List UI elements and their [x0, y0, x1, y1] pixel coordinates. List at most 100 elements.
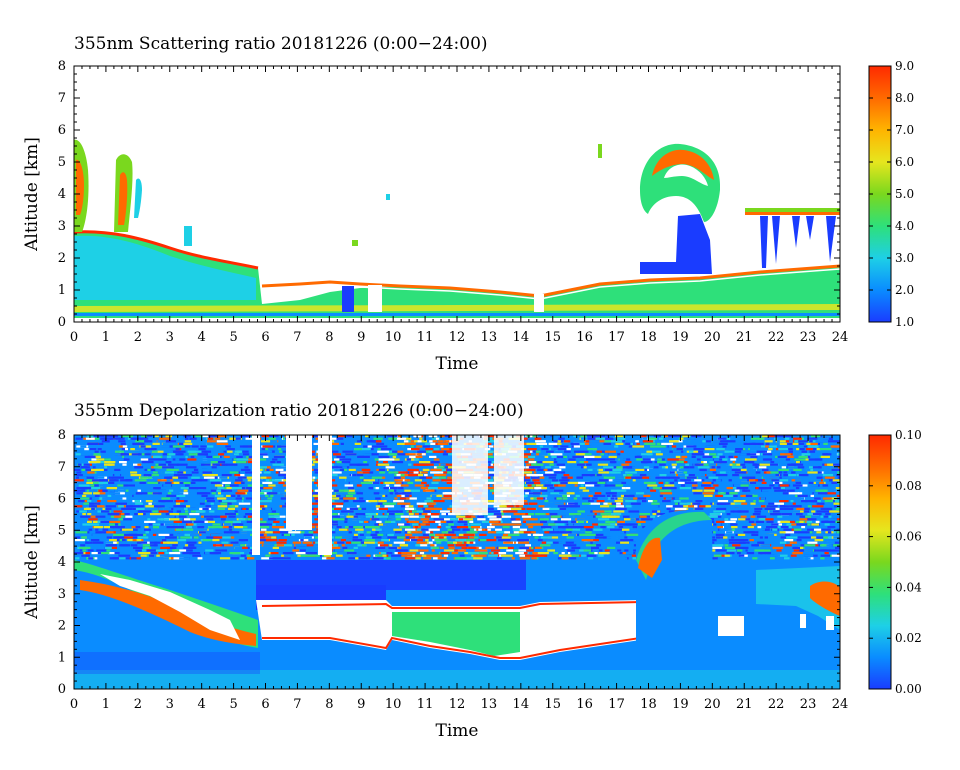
noise-cell [137, 510, 149, 513]
noise-cell [186, 466, 197, 469]
noise-cell [409, 440, 417, 443]
noise-cell [352, 474, 357, 477]
noise-cell [224, 484, 231, 487]
noise-cell [266, 468, 270, 471]
cirrus-21-24h [745, 208, 840, 214]
noise-cell [334, 507, 342, 510]
noise-cell [74, 479, 84, 482]
noise-cell [525, 476, 531, 479]
noise-cell [757, 515, 767, 518]
noise-cell [669, 471, 678, 474]
noise-cell [754, 466, 760, 469]
noise-cell [133, 528, 143, 531]
noise-cell [421, 481, 427, 484]
noise-cell [110, 515, 116, 518]
noise-cell [378, 455, 390, 458]
noise-cell [169, 463, 179, 466]
noise-cell [443, 494, 452, 497]
noise-cell [521, 507, 526, 510]
noise-cell [731, 466, 744, 469]
noise-cell [394, 497, 398, 500]
noise-cell [597, 463, 609, 466]
surface-yellow-band [74, 304, 840, 312]
noise-cell [665, 481, 669, 484]
noise-cell [814, 528, 822, 531]
noise-cell [112, 476, 124, 479]
noise-cell [349, 463, 360, 466]
noise-cell [261, 461, 268, 464]
noise-cell [166, 526, 178, 529]
noise-cell [563, 476, 573, 479]
noise-cell [621, 481, 627, 484]
noise-cell [104, 474, 110, 477]
noise-cell [352, 471, 358, 474]
noise-cell [408, 435, 414, 438]
noise-cell [807, 445, 819, 448]
noise-cell [379, 471, 386, 474]
noise-cell [179, 466, 186, 469]
noise-cell [349, 507, 359, 510]
noise-cell [162, 442, 171, 445]
noise-cell [788, 466, 797, 469]
noise-cell [823, 471, 836, 474]
noise-cell [712, 455, 720, 458]
noise-cell [212, 463, 221, 466]
noise-cell [830, 445, 840, 448]
noise-cell [749, 481, 757, 484]
noise-cell [553, 474, 561, 477]
noise-cell [405, 533, 413, 536]
noise-cell [557, 440, 561, 443]
noise-cell [526, 435, 531, 438]
noise-cell [489, 455, 494, 458]
noise-cell [226, 494, 231, 497]
noise-cell [782, 510, 787, 513]
noise-cell [742, 526, 752, 529]
noise-cell [802, 510, 810, 513]
noise-cell [758, 500, 765, 503]
noise-cell [159, 507, 164, 510]
noise-cell [234, 440, 240, 443]
noise-cell [414, 513, 419, 516]
noise-cell [535, 450, 541, 453]
noise-cell [121, 528, 133, 531]
noise-cell [380, 476, 386, 479]
noise-cell [682, 435, 690, 438]
noise-cell [392, 450, 398, 453]
noise-cell [227, 494, 236, 497]
noise-cell [273, 520, 280, 523]
noise-cell [734, 471, 747, 474]
noise-cell [137, 463, 142, 466]
noise-cell [360, 461, 365, 464]
noise-cell [633, 497, 638, 500]
noise-cell [91, 507, 95, 510]
noise-cell [824, 476, 835, 479]
noise-cell [763, 476, 770, 479]
noise-cell [147, 507, 159, 510]
noise-cell [772, 528, 778, 531]
noise-cell [668, 435, 680, 438]
noise-cell [80, 445, 87, 448]
noise-cell [183, 442, 193, 445]
noise-cell [489, 520, 499, 523]
noise-cell [400, 526, 411, 529]
noise-cell [512, 528, 520, 531]
noise-cell [179, 458, 186, 461]
y-tick-label: 7 [58, 91, 66, 106]
noise-cell [711, 505, 716, 508]
noise-cell [788, 450, 793, 453]
noise-cell [567, 458, 576, 461]
noise-cell [779, 442, 791, 445]
noise-cell [148, 510, 152, 513]
noise-cell [695, 500, 703, 503]
noise-cell [235, 492, 246, 495]
noise-cell [206, 500, 215, 503]
noise-cell [573, 445, 580, 448]
noise-cell [549, 481, 560, 484]
noise-cell [87, 479, 97, 482]
noise-cell [114, 468, 121, 471]
noise-cell [783, 440, 795, 443]
noise-cell [642, 450, 649, 453]
noise-cell [245, 471, 253, 474]
noise-cell [673, 500, 682, 503]
